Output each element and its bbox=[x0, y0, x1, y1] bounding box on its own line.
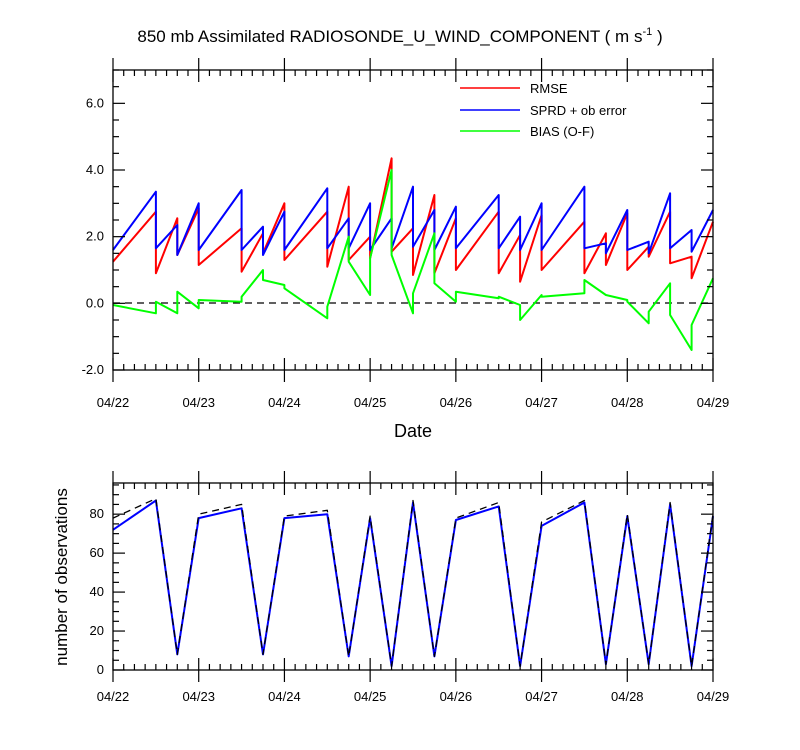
bottom-chart-panel: 04/22 04/23 04/24 04/25 04/26 04/27 04/28 04/29… bbox=[52, 471, 729, 704]
bottom-series-assimilated bbox=[112, 499, 714, 668]
bottom-y-tick-label: 60 bbox=[90, 545, 104, 560]
top-x-tick-label: 04/28 bbox=[611, 395, 644, 410]
top-x-tick-label: 04/22 bbox=[97, 395, 130, 410]
top-y-tick-label: 2.0 bbox=[86, 229, 104, 244]
bottom-series-possible bbox=[112, 497, 714, 667]
legend-label-bias: BIAS (O-F) bbox=[530, 124, 594, 139]
top-y-tick-label: 4.0 bbox=[86, 162, 104, 177]
bottom-y-tick-label: 0 bbox=[97, 662, 104, 677]
bottom-x-tick-label: 04/23 bbox=[182, 689, 215, 704]
top-x-tick-label: 04/27 bbox=[525, 395, 558, 410]
legend-label-rmse: RMSE bbox=[530, 81, 568, 96]
top-chart-panel: RMSE SPRD + ob error BIAS (O-F) 04/22 04/… bbox=[82, 58, 730, 441]
bottom-y-tick-label: 40 bbox=[90, 584, 104, 599]
top-x-tick-label: 04/24 bbox=[268, 395, 301, 410]
bottom-y-tick-label: 20 bbox=[90, 623, 104, 638]
bottom-x-tick-label: 04/27 bbox=[525, 689, 558, 704]
bottom-x-tick-label: 04/26 bbox=[440, 689, 473, 704]
bottom-x-tick-label: 04/28 bbox=[611, 689, 644, 704]
top-x-tick-label: 04/23 bbox=[182, 395, 215, 410]
bottom-x-tick-label: 04/25 bbox=[354, 689, 387, 704]
top-x-tick-label: 04/25 bbox=[354, 395, 387, 410]
y-axis-label-observations: number of observations bbox=[52, 488, 71, 666]
title-superscript: -1 bbox=[642, 26, 652, 38]
bottom-axes: 04/22 04/23 04/24 04/25 04/26 04/27 04/28 04/29… bbox=[90, 471, 730, 704]
legend: RMSE SPRD + ob error BIAS (O-F) bbox=[460, 81, 627, 139]
bottom-x-tick-label: 04/22 bbox=[97, 689, 130, 704]
legend-label-sprd: SPRD + ob error bbox=[530, 103, 627, 118]
top-axes: 04/22 04/23 04/24 04/25 04/26 04/27 04/28 04/29… bbox=[82, 58, 730, 410]
top-x-tick-label: 04/26 bbox=[440, 395, 473, 410]
bottom-series-lines bbox=[112, 497, 714, 668]
top-series-lines bbox=[112, 157, 714, 351]
bottom-x-tick-label: 04/24 bbox=[268, 689, 301, 704]
x-axis-label-date: Date bbox=[394, 421, 432, 441]
bottom-x-tick-label: 04/29 bbox=[697, 689, 730, 704]
bottom-y-tick-label: 80 bbox=[90, 506, 104, 521]
top-x-tick-label: 04/29 bbox=[697, 395, 730, 410]
chart-title: 850 mb Assimilated RADIOSONDE_U_WIND_COM… bbox=[137, 26, 662, 46]
top-y-tick-label: 0.0 bbox=[86, 295, 104, 310]
top-y-tick-label: 6.0 bbox=[86, 95, 104, 110]
top-series-bias-o-f bbox=[112, 169, 714, 351]
top-y-tick-label: -2.0 bbox=[82, 362, 104, 377]
top-plot-frame bbox=[112, 69, 714, 371]
bottom-plot-frame bbox=[112, 482, 714, 671]
top-series-sprd-ob-error bbox=[112, 185, 714, 256]
